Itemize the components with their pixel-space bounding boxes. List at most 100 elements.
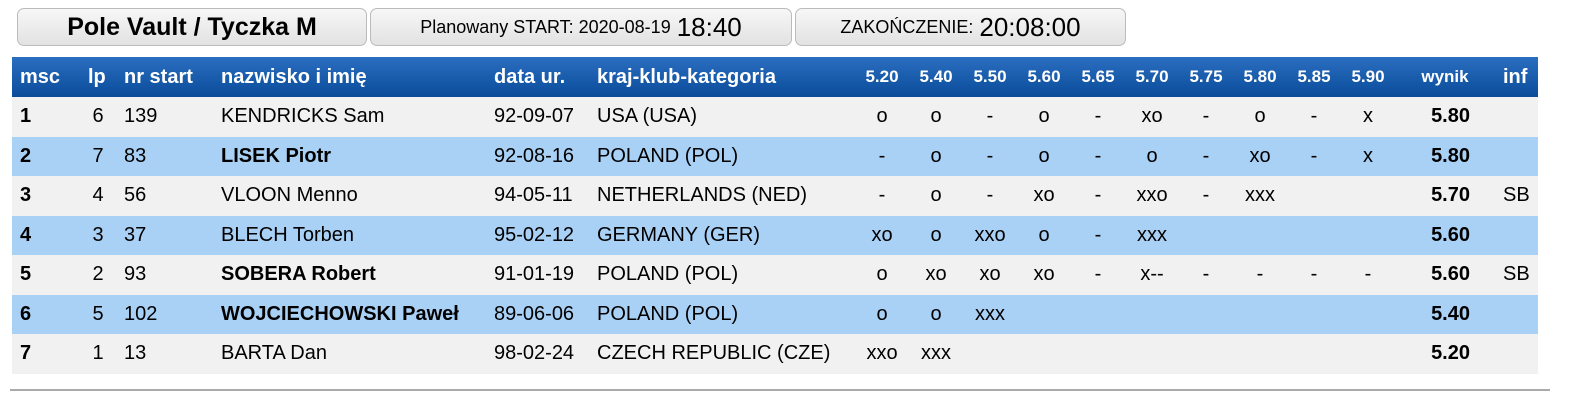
- attempt: xxx: [963, 294, 1017, 334]
- athlete-row: 1 6 139 KENDRICKS Sam 92-09-07 USA (USA) o o - o -…: [12, 97, 1538, 137]
- country: POLAND (POL): [589, 255, 855, 295]
- attempt: [1341, 176, 1395, 216]
- attempt: x--: [1125, 255, 1179, 295]
- attempt: o: [855, 255, 909, 295]
- place: 4: [12, 215, 80, 255]
- lane: 6: [80, 97, 116, 137]
- info: [1495, 97, 1538, 137]
- results-table: msc lp nr start nazwisko i imię data ur. kraj…: [12, 57, 1538, 374]
- attempt: [1179, 334, 1233, 374]
- attempt: -: [963, 97, 1017, 137]
- lane: 7: [80, 136, 116, 176]
- athlete-row: 7 1 13 BARTA Dan 98-02-24 CZECH REPUBLIC (CZE…: [12, 334, 1538, 374]
- attempt: o: [909, 136, 963, 176]
- country: GERMANY (GER): [589, 215, 855, 255]
- birth-date: 95-02-12: [486, 215, 589, 255]
- bib: 139: [116, 97, 213, 137]
- athlete-row: 5 2 93 SOBERA Robert 91-01-19 POLAND (POL) o xo…: [12, 255, 1538, 295]
- attempt: xo: [1125, 97, 1179, 137]
- attempt: [1017, 334, 1071, 374]
- info: SB: [1495, 255, 1538, 295]
- bottom-rule: [10, 389, 1550, 391]
- attempt: o: [909, 294, 963, 334]
- column-header: inf: [1495, 57, 1538, 97]
- info: [1495, 136, 1538, 176]
- attempt: -: [1071, 255, 1125, 295]
- attempt: o: [909, 97, 963, 137]
- height-header: 5.65: [1071, 57, 1125, 97]
- event-title: Pole Vault / Tyczka M: [17, 8, 367, 46]
- attempt: -: [1179, 136, 1233, 176]
- attempt: xo: [855, 215, 909, 255]
- attempt: -: [1341, 255, 1395, 295]
- attempt: x: [1341, 136, 1395, 176]
- attempt: [1125, 334, 1179, 374]
- info: [1495, 334, 1538, 374]
- column-header: nr start: [116, 57, 213, 97]
- attempt: xxx: [909, 334, 963, 374]
- attempt: [1233, 294, 1287, 334]
- end-box: ZAKOŃCZENIE: 20:08:00: [795, 8, 1126, 46]
- attempt: [1287, 215, 1341, 255]
- attempt: -: [1287, 255, 1341, 295]
- height-header: 5.80: [1233, 57, 1287, 97]
- attempt: -: [1179, 97, 1233, 137]
- height-header: 5.50: [963, 57, 1017, 97]
- attempt: [1179, 215, 1233, 255]
- athlete-name: BLECH Torben: [213, 215, 486, 255]
- attempt: xo: [963, 255, 1017, 295]
- table-body: 1 6 139 KENDRICKS Sam 92-09-07 USA (USA) o o - o -…: [12, 97, 1538, 374]
- attempt: x: [1341, 97, 1395, 137]
- attempt: xxo: [963, 215, 1017, 255]
- attempt: -: [855, 136, 909, 176]
- attempt: o: [909, 215, 963, 255]
- attempt: [1233, 215, 1287, 255]
- start-box: Planowany START: 2020-08-19 18:40: [370, 8, 792, 46]
- height-header: 5.75: [1179, 57, 1233, 97]
- country: POLAND (POL): [589, 294, 855, 334]
- athlete-row: 2 7 83 LISEK Piotr 92-08-16 POLAND (POL) - o - o -…: [12, 136, 1538, 176]
- attempt: xo: [909, 255, 963, 295]
- birth-date: 91-01-19: [486, 255, 589, 295]
- athlete-row: 6 5 102 WOJCIECHOWSKI Paweł 89-06-06 POLAND (…: [12, 294, 1538, 334]
- result: 5.20: [1395, 334, 1495, 374]
- athlete-name: SOBERA Robert: [213, 255, 486, 295]
- column-header: lp: [80, 57, 116, 97]
- attempt: xxx: [1233, 176, 1287, 216]
- info: [1495, 294, 1538, 334]
- attempt: -: [1233, 255, 1287, 295]
- height-header: 5.20: [855, 57, 909, 97]
- attempt: -: [1287, 97, 1341, 137]
- place: 3: [12, 176, 80, 216]
- attempt: o: [1017, 97, 1071, 137]
- attempt: [1125, 294, 1179, 334]
- column-header: data ur.: [486, 57, 589, 97]
- attempt: -: [1071, 136, 1125, 176]
- attempt: xo: [1017, 255, 1071, 295]
- attempt: -: [1179, 176, 1233, 216]
- attempt: -: [855, 176, 909, 216]
- column-header: msc: [12, 57, 80, 97]
- result: 5.60: [1395, 255, 1495, 295]
- athlete-name: LISEK Piotr: [213, 136, 486, 176]
- result: 5.60: [1395, 215, 1495, 255]
- lane: 3: [80, 215, 116, 255]
- bib: 93: [116, 255, 213, 295]
- info: [1495, 215, 1538, 255]
- athlete-name: BARTA Dan: [213, 334, 486, 374]
- info: SB: [1495, 176, 1538, 216]
- attempt: o: [1125, 136, 1179, 176]
- result: 5.80: [1395, 136, 1495, 176]
- attempt: [1287, 334, 1341, 374]
- column-header: wynik: [1395, 57, 1495, 97]
- country: USA (USA): [589, 97, 855, 137]
- athlete-name: VLOON Menno: [213, 176, 486, 216]
- attempt: o: [855, 97, 909, 137]
- attempt: xxo: [1125, 176, 1179, 216]
- height-header: 5.60: [1017, 57, 1071, 97]
- end-label: ZAKOŃCZENIE:: [840, 16, 974, 37]
- height-header: 5.70: [1125, 57, 1179, 97]
- attempt: -: [1287, 136, 1341, 176]
- attempt: [1071, 294, 1125, 334]
